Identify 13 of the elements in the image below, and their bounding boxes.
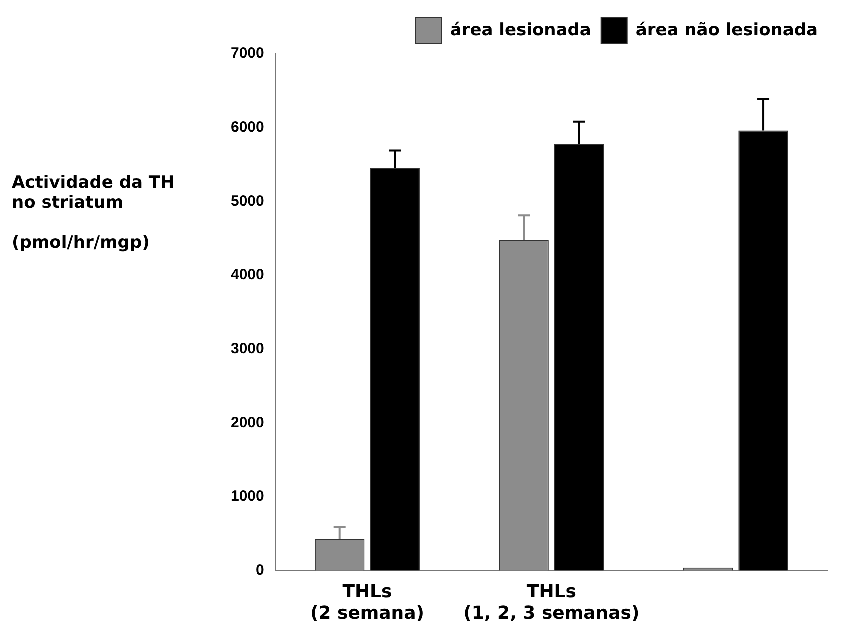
y-tick-label: 4000: [230, 266, 264, 284]
y-tick-label: 6000: [230, 118, 264, 136]
y-axis-title: Actividade da TH no striatum (pmol/hr/mgp): [12, 173, 176, 253]
y-tick-label: 1000: [230, 488, 264, 506]
x-tick-label: THLs (2 semana): [310, 581, 424, 624]
legend-label: área lesionada: [450, 20, 592, 40]
legend-label: área não lesionada: [636, 20, 818, 40]
y-tick-label: 2000: [230, 414, 264, 432]
y-tick-label: 5000: [230, 192, 264, 210]
y-tick-label: 3000: [230, 340, 264, 358]
y-tick-label: 0: [256, 562, 264, 579]
y-tick-label: 7000: [230, 45, 264, 62]
x-tick-label: THLs (1, 2, 3 semanas): [464, 581, 640, 624]
